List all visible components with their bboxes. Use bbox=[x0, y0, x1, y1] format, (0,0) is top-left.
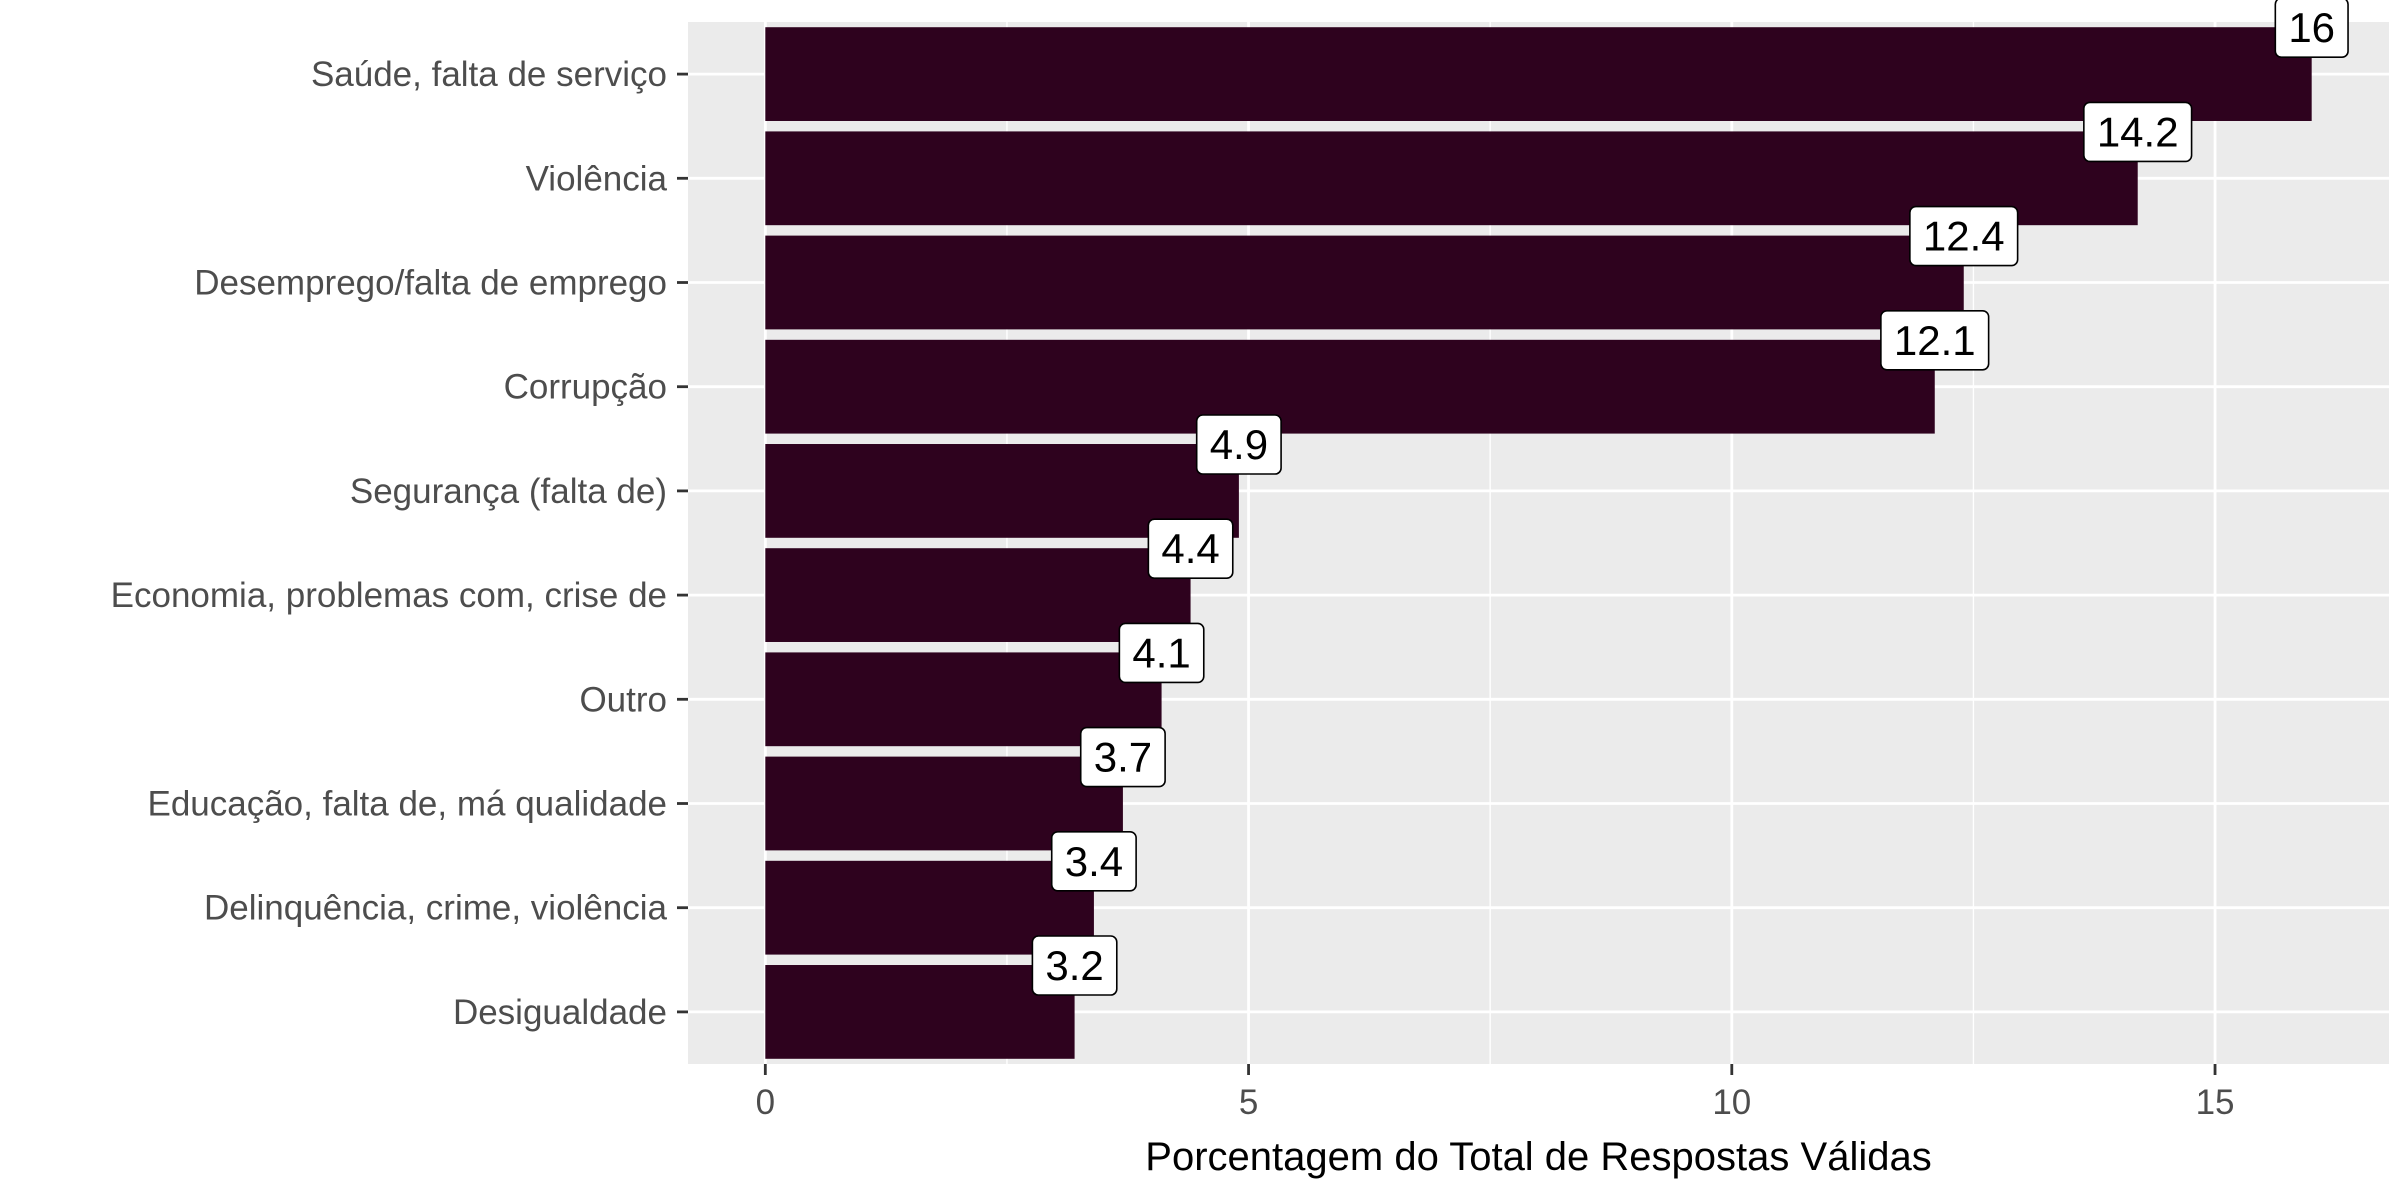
data-label-box bbox=[1909, 205, 2019, 267]
data-label-text: 3.4 bbox=[1065, 838, 1123, 885]
y-tick-label: Educação, falta de, má qualidade bbox=[147, 785, 667, 824]
y-tick-label: Segurança (falta de) bbox=[350, 472, 667, 511]
bar bbox=[765, 339, 1935, 434]
data-label: 4.9 bbox=[1195, 414, 1282, 475]
data-label-text: 16 bbox=[2288, 4, 2335, 51]
data-label-box bbox=[2274, 0, 2349, 59]
bar bbox=[765, 27, 2312, 121]
x-tick-label: 10 bbox=[1712, 1083, 1751, 1122]
x-axis-title: Porcentagem do Total de Respostas Válida… bbox=[1145, 1135, 1931, 1179]
data-label-text: 4.4 bbox=[1161, 525, 1219, 572]
x-tick-label: 0 bbox=[756, 1083, 775, 1122]
y-tick-label: Violência bbox=[526, 159, 668, 198]
data-label-text: 12.1 bbox=[1894, 317, 1976, 364]
data-label-box bbox=[1195, 414, 1282, 475]
data-label: 12.4 bbox=[1909, 205, 2019, 267]
bar bbox=[765, 235, 1964, 330]
data-label: 16 bbox=[2274, 0, 2349, 59]
data-label: 14.2 bbox=[2083, 101, 2193, 163]
y-axis: Saúde, falta de serviço Violência Desempre… bbox=[111, 55, 688, 1032]
data-label-box bbox=[1050, 831, 1137, 892]
data-label: 3.4 bbox=[1050, 831, 1137, 892]
data-label-box bbox=[2083, 101, 2193, 163]
data-label-box bbox=[1118, 622, 1205, 684]
data-label-text: 14.2 bbox=[2097, 108, 2179, 155]
data-label: 12.1 bbox=[1880, 310, 1990, 371]
x-axis: 0 5 10 15 bbox=[756, 1064, 2235, 1122]
data-label-box bbox=[1147, 518, 1234, 580]
data-labels: 16 14.2 12.4 12.1 4.9 4.4 4.1 3.7 3.4 3.2 bbox=[1031, 0, 2349, 996]
data-label-box bbox=[1079, 726, 1166, 788]
data-label-box bbox=[1880, 310, 1990, 371]
y-tick-label: Desemprego/falta de emprego bbox=[194, 264, 667, 303]
data-label-text: 12.4 bbox=[1923, 213, 2005, 260]
data-label-text: 3.7 bbox=[1094, 734, 1152, 781]
data-label-box bbox=[1031, 935, 1118, 996]
y-tick-label: Saúde, falta de serviço bbox=[311, 55, 667, 94]
data-label-text: 3.2 bbox=[1045, 942, 1103, 989]
x-tick-label: 15 bbox=[2196, 1083, 2235, 1122]
x-tick-label: 5 bbox=[1239, 1083, 1258, 1122]
data-label: 3.2 bbox=[1031, 935, 1118, 996]
y-tick-label: Delinquência, crime, violência bbox=[204, 889, 668, 928]
y-tick-label: Outro bbox=[579, 680, 667, 719]
y-tick-label: Corrupção bbox=[504, 368, 667, 407]
bar bbox=[765, 131, 2138, 226]
data-label: 3.7 bbox=[1079, 726, 1166, 788]
data-label: 4.4 bbox=[1147, 518, 1234, 580]
y-tick-label: Economia, problemas com, crise de bbox=[111, 576, 667, 615]
data-label-text: 4.1 bbox=[1132, 629, 1190, 676]
bar bbox=[765, 965, 1075, 1059]
data-label: 4.1 bbox=[1118, 622, 1205, 684]
data-label-text: 4.9 bbox=[1210, 421, 1268, 468]
y-tick-label: Desigualdade bbox=[453, 993, 667, 1032]
